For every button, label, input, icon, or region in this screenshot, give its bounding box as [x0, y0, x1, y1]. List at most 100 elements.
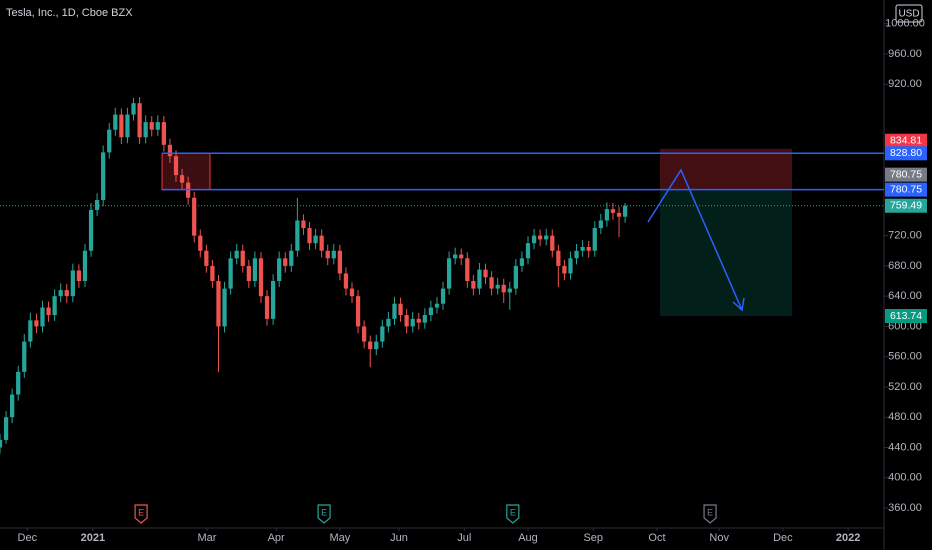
currency-box[interactable] [895, 4, 923, 23]
earnings-label: E [321, 507, 327, 517]
candle-body [52, 296, 57, 316]
y-tick-label: 360.00 [888, 502, 922, 514]
y-tick-label: 680.00 [888, 260, 922, 272]
candle-body [440, 288, 446, 304]
candle-body [16, 371, 21, 395]
earnings-marker [317, 504, 331, 524]
candle-body [392, 303, 397, 319]
candle-body [398, 303, 403, 316]
candle-body [459, 254, 464, 259]
y-tick-label: 1000.00 [885, 18, 925, 30]
stop-zone [660, 148, 792, 190]
x-tick-label: Mar [197, 532, 216, 544]
earnings-marker [134, 504, 148, 524]
candle-body [592, 228, 597, 251]
candle-body [295, 220, 300, 251]
x-tick-label: Apr [268, 532, 285, 544]
candle-body [46, 307, 51, 316]
plot: Dec 2021 Mar Apr May Jun Jul Aug Sep Oct Nov Dec 202… [0, 23, 888, 544]
candle-body [610, 209, 616, 213]
candle-body [234, 250, 239, 259]
candle-body [489, 277, 494, 289]
candle-body [422, 315, 427, 323]
earnings-label: E [510, 507, 516, 517]
y-tick-label: 400.00 [888, 472, 922, 484]
candle-body [252, 258, 258, 282]
y-tick-label: 520.00 [888, 381, 922, 393]
currency: USD [898, 9, 919, 20]
candle-body [544, 235, 549, 240]
candle-body [313, 235, 318, 244]
candle-body [574, 250, 579, 259]
candle-body [616, 212, 622, 217]
candle-body [416, 318, 421, 323]
candle-body [562, 265, 567, 274]
price-tag-label: 780.75 [890, 183, 922, 195]
candle-body [283, 258, 288, 266]
price-tag [885, 146, 927, 161]
price-tag-label: 613.74 [890, 310, 922, 322]
candle-body [173, 156, 179, 176]
candle-body [586, 246, 591, 251]
candle-body [70, 270, 75, 297]
price-tag-label: 780.75 [890, 168, 922, 180]
price-tag [885, 167, 927, 182]
candle-body [519, 258, 525, 266]
candle-body [64, 290, 69, 297]
candle-body [28, 320, 33, 342]
candle-body [374, 341, 379, 350]
price-tag-label: 828.80 [890, 147, 922, 159]
candle-body [531, 235, 537, 244]
candle-body [556, 250, 561, 266]
candle-body [319, 235, 324, 251]
candle-body [216, 281, 221, 327]
x-tick-label: Oct [648, 532, 665, 544]
candle-body [131, 103, 136, 115]
candle-body [107, 129, 112, 153]
candle-body [386, 318, 391, 327]
candle-body [538, 235, 543, 240]
candle-body [622, 205, 628, 217]
y-tick-label: 560.00 [888, 351, 922, 363]
y-tick-label: 960.00 [888, 48, 922, 60]
candle-body [179, 175, 185, 183]
candle-body [0, 439, 3, 448]
candle-body [453, 254, 458, 259]
price-tag [885, 182, 927, 197]
candle-body [161, 122, 166, 145]
candle-body [264, 296, 270, 319]
candle-body [325, 250, 330, 259]
x-tick-label: Sep [583, 532, 603, 544]
x-tick-label: 2022 [836, 532, 860, 544]
candle-body [550, 235, 555, 251]
candle-body [495, 284, 500, 289]
candle-body [580, 246, 585, 251]
candle-body [3, 417, 9, 440]
candle-body [568, 258, 573, 274]
x-tick-label: Dec [18, 532, 38, 544]
x-tick-label: Jul [457, 532, 471, 544]
x-tick-label: Dec [773, 532, 793, 544]
candle-body [507, 288, 512, 293]
candle-body [258, 258, 264, 297]
candle-body [301, 220, 306, 229]
candle-body [94, 200, 100, 210]
x-tick-label: 2021 [81, 532, 105, 544]
candle-body [380, 326, 385, 342]
candle-body [471, 281, 476, 289]
candle-body [246, 265, 251, 282]
earnings-marker [506, 504, 520, 524]
candle-body [337, 250, 342, 274]
candle-body [240, 250, 245, 266]
candle-body [10, 394, 15, 418]
candle-body [34, 320, 39, 327]
candle-body [58, 290, 63, 297]
candle-body [501, 284, 506, 293]
price-tag [885, 198, 927, 213]
candle-body [228, 258, 233, 289]
candle-body [125, 114, 130, 138]
price-tag-label: 759.49 [890, 200, 922, 212]
candle-body [434, 303, 440, 308]
candle-body [477, 269, 482, 289]
